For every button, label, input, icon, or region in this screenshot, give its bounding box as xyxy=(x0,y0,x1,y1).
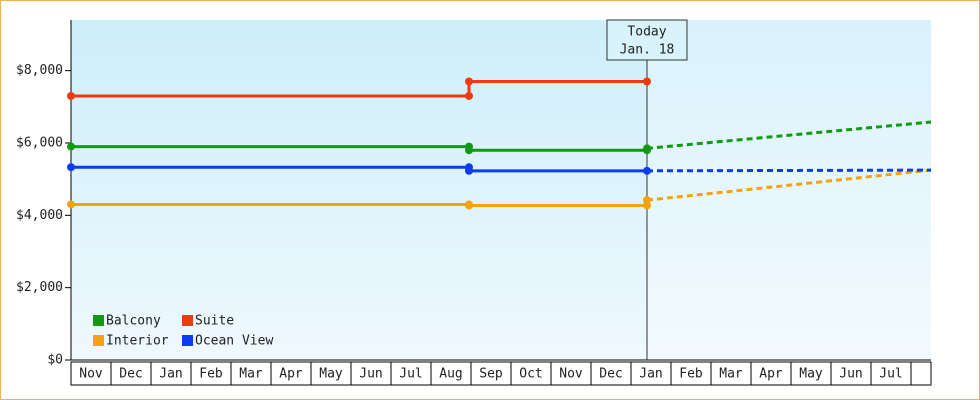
x-tick-label: Oct xyxy=(519,367,542,382)
x-tick-label: Aug xyxy=(439,367,462,382)
line xyxy=(71,79,647,98)
x-tick-label: Sep xyxy=(479,367,503,382)
plot-area xyxy=(71,20,931,360)
x-tick-label: May xyxy=(319,367,343,382)
point xyxy=(643,77,651,86)
x-tick-label: Apr xyxy=(279,367,303,382)
y-tick-label: $8,000 xyxy=(16,63,63,78)
x-cell xyxy=(910,361,932,386)
x-tick-label: Jan xyxy=(639,367,662,382)
point xyxy=(643,166,651,175)
point xyxy=(465,146,473,155)
forecast-line xyxy=(646,168,932,173)
forecast-region xyxy=(647,20,931,360)
x-tick-label: Dec xyxy=(599,367,622,382)
y-tick-label: $2,000 xyxy=(16,280,63,295)
x-tick-label: Nov xyxy=(559,367,583,382)
x-tick-label: Mar xyxy=(239,367,263,382)
legend-swatch xyxy=(182,315,193,326)
point xyxy=(67,200,75,209)
annotation: Today xyxy=(627,25,666,40)
point xyxy=(465,166,473,175)
legend-label: Ocean View xyxy=(195,334,273,349)
x-tick-label: Nov xyxy=(79,367,103,382)
legend-label: Interior xyxy=(106,334,169,349)
point xyxy=(67,142,75,151)
x-tick-label: May xyxy=(799,367,823,382)
point xyxy=(67,91,75,100)
forecast-line xyxy=(646,168,932,202)
point xyxy=(67,163,75,172)
point xyxy=(643,144,651,153)
x-tick-label: Dec xyxy=(119,367,142,382)
x-tick-label: Feb xyxy=(679,367,703,382)
x-tick-label: Feb xyxy=(199,367,223,382)
legend-label: Suite xyxy=(195,314,234,329)
legend-swatch xyxy=(93,315,104,326)
point xyxy=(643,196,651,205)
x-tick-label: Apr xyxy=(759,367,783,382)
x-tick-label: Jul xyxy=(399,367,422,382)
today-box xyxy=(606,19,688,61)
x-tick-label: Jan xyxy=(159,367,182,382)
annotation: Jan. 18 xyxy=(620,43,675,58)
x-tick-label: Mar xyxy=(719,367,743,382)
point xyxy=(465,77,473,86)
point xyxy=(465,201,473,210)
forecast-line xyxy=(646,120,932,150)
x-tick-label: Jul xyxy=(879,367,902,382)
legend-label: Balcony xyxy=(106,314,161,329)
x-tick-label: Jun xyxy=(839,367,862,382)
legend-swatch xyxy=(182,335,193,346)
y-tick-label: $6,000 xyxy=(16,135,63,150)
legend-swatch xyxy=(93,335,104,346)
x-tick-label: Jun xyxy=(359,367,382,382)
point xyxy=(465,91,473,100)
y-tick-label: $4,000 xyxy=(16,208,63,223)
y-tick-label: $0 xyxy=(47,353,63,368)
